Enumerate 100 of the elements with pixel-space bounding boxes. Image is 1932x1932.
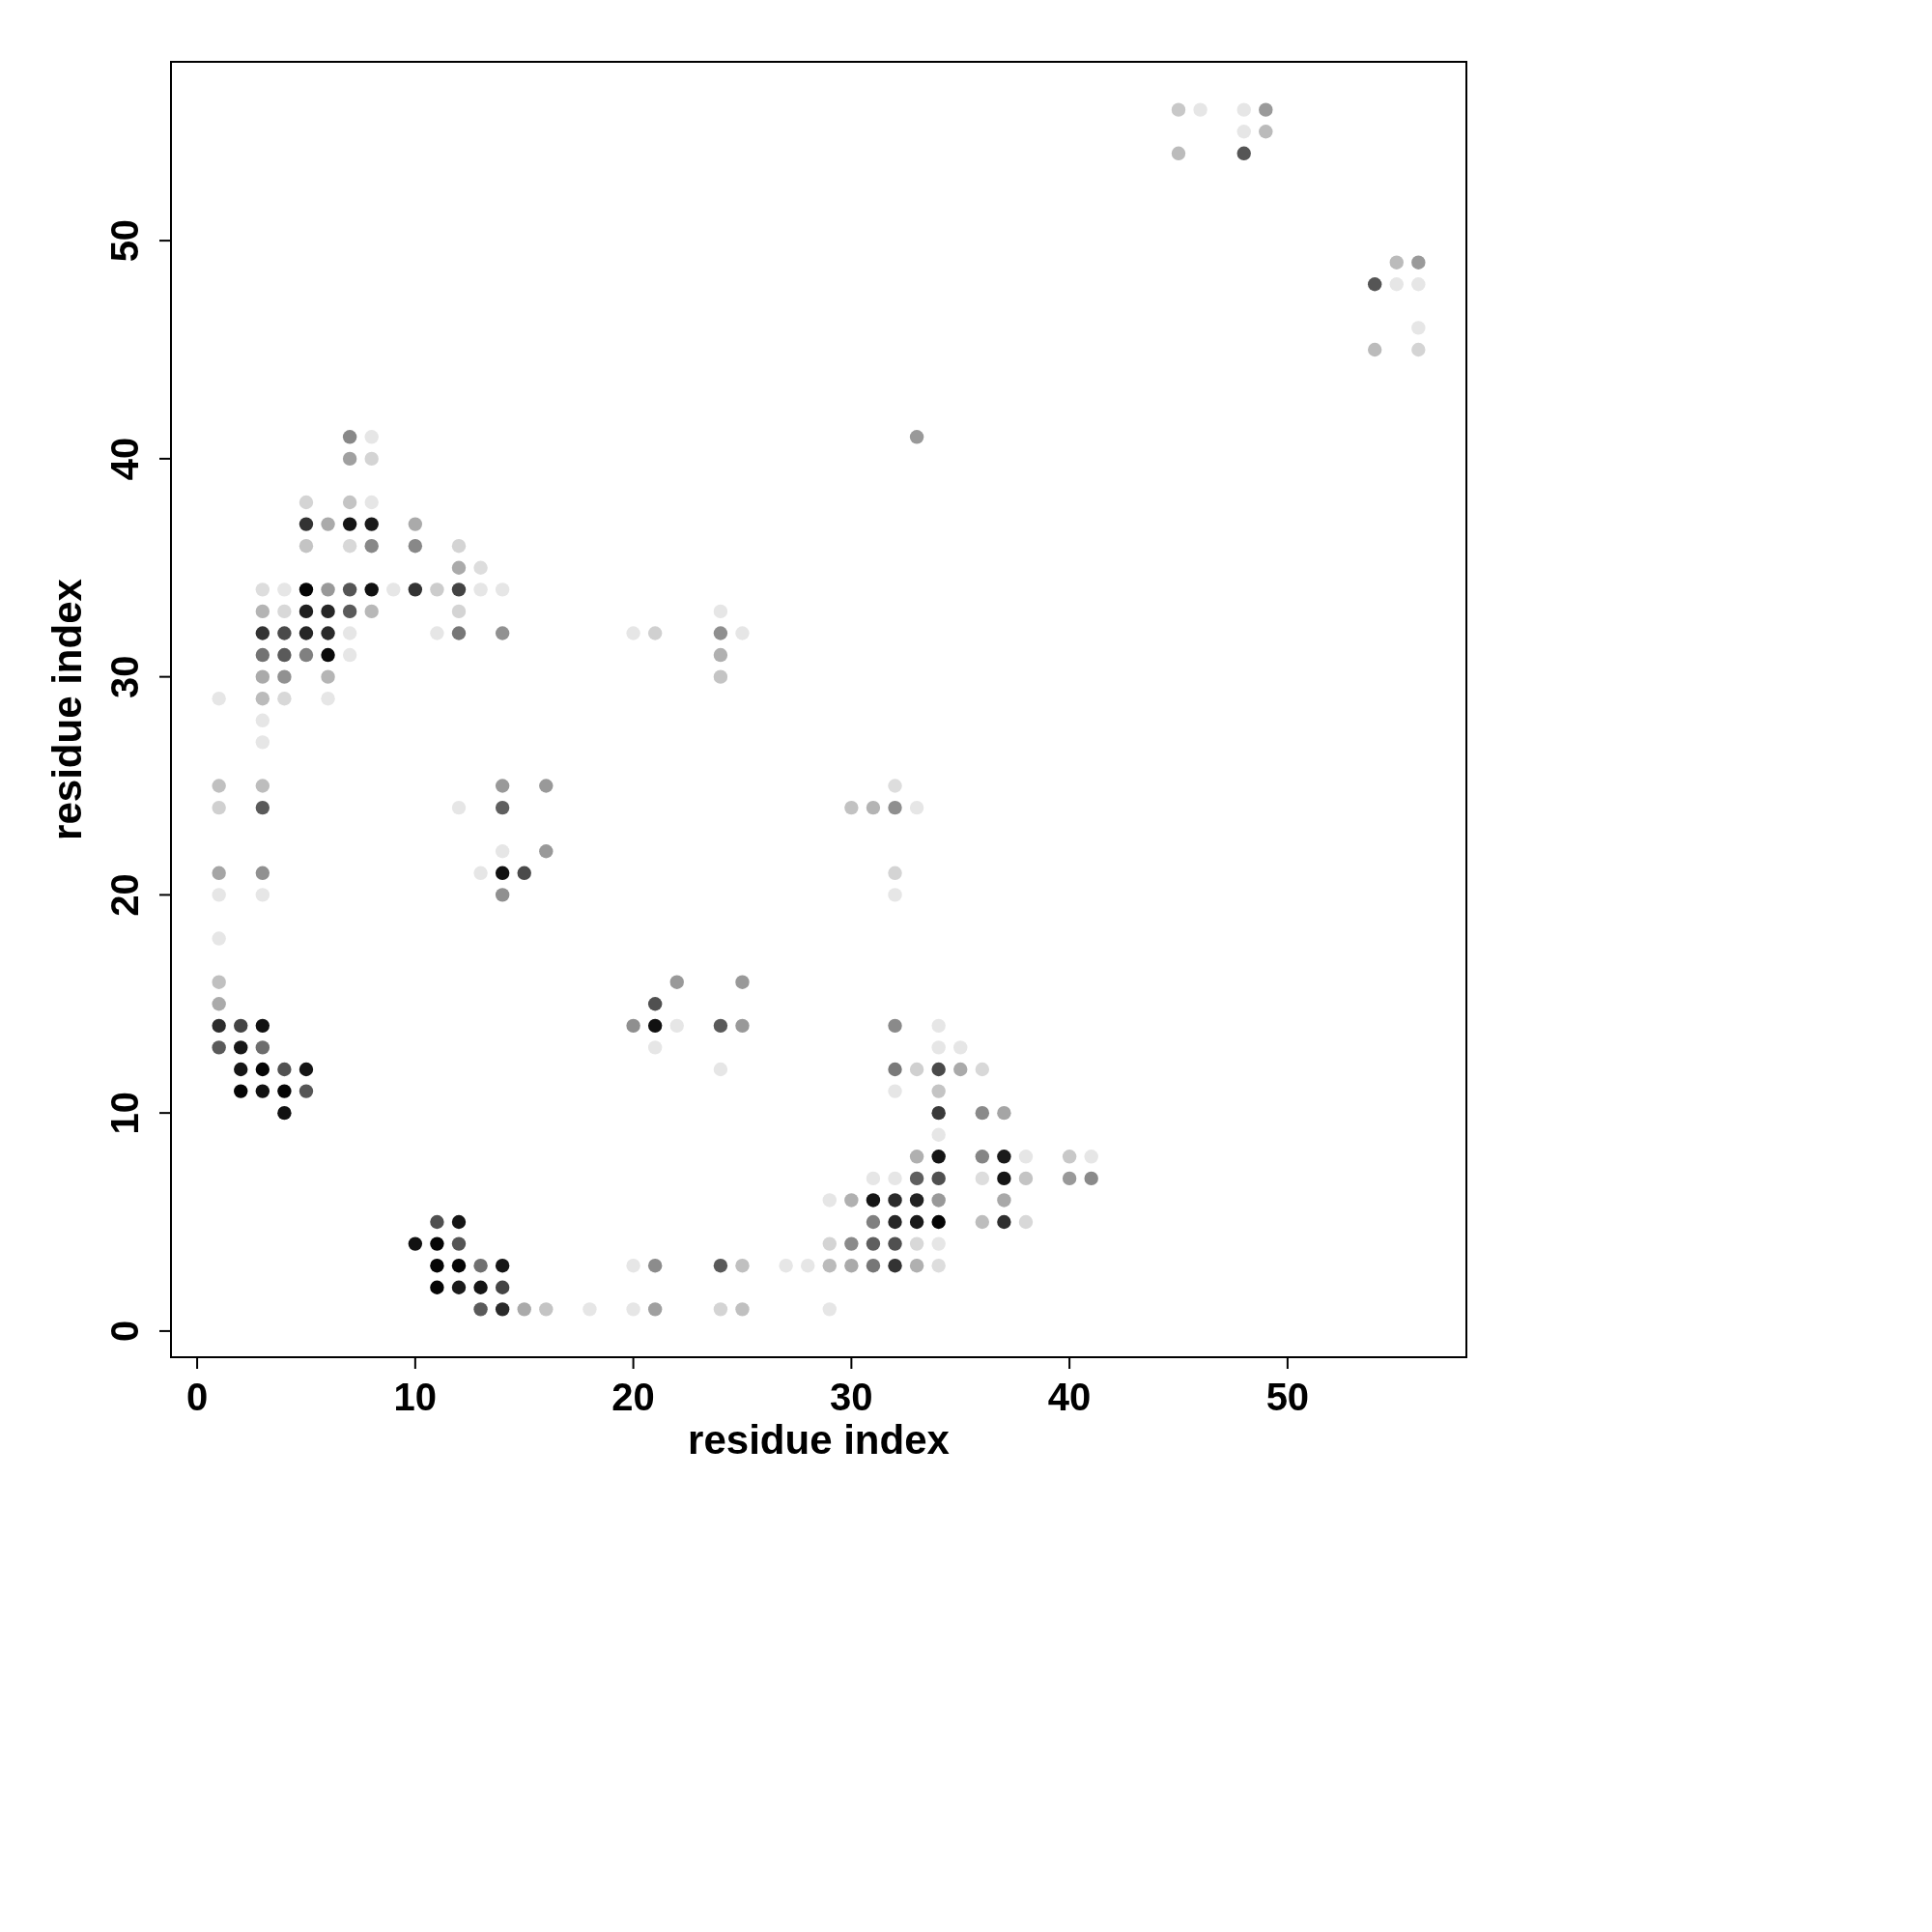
point [647, 626, 663, 640]
point [234, 1062, 248, 1077]
point [953, 1040, 968, 1055]
point [255, 604, 270, 619]
point [255, 713, 270, 727]
point [931, 1127, 946, 1142]
point [495, 582, 510, 597]
point [234, 1040, 248, 1055]
point [975, 1214, 990, 1230]
point [517, 866, 531, 881]
x-tick-label: 10 [393, 1376, 438, 1418]
point [342, 451, 357, 467]
point [626, 1018, 640, 1034]
point [997, 1193, 1011, 1208]
point [430, 582, 444, 597]
point [1171, 102, 1186, 117]
point [430, 626, 444, 640]
point [888, 888, 902, 902]
x-tick-label: 50 [1265, 1376, 1310, 1418]
point [888, 1062, 902, 1077]
y-tick-label: 40 [103, 437, 146, 481]
x-tick-label: 0 [185, 1376, 209, 1418]
point [255, 888, 270, 902]
point [1062, 1150, 1077, 1164]
point [277, 582, 292, 597]
point [212, 692, 226, 706]
y-tick-label: 0 [103, 1320, 146, 1343]
point [495, 779, 510, 793]
point [909, 1062, 924, 1077]
y-tick-label: 20 [103, 873, 146, 917]
point [255, 735, 270, 750]
point [277, 1062, 292, 1077]
point [451, 800, 467, 815]
point [364, 604, 379, 619]
point [321, 692, 335, 706]
point [713, 626, 728, 640]
point [735, 1258, 750, 1273]
point [1236, 102, 1251, 117]
point [997, 1214, 1011, 1230]
point [473, 1258, 488, 1273]
point [931, 1105, 946, 1121]
point [669, 975, 684, 989]
y-tick-label: 10 [103, 1091, 146, 1135]
point [212, 888, 226, 902]
point [1193, 102, 1208, 117]
point [1018, 1150, 1034, 1164]
x-tick-label: 30 [830, 1376, 873, 1418]
point [626, 1302, 640, 1317]
point [255, 1040, 270, 1055]
point [626, 1258, 640, 1273]
point [909, 800, 924, 815]
point [1084, 1150, 1098, 1164]
point [277, 1084, 292, 1098]
point [255, 647, 270, 663]
point [473, 560, 488, 575]
point [647, 1040, 663, 1055]
point [234, 1084, 248, 1098]
point [801, 1258, 815, 1273]
point [386, 582, 401, 597]
point [255, 626, 270, 640]
point [735, 975, 750, 989]
point [364, 538, 379, 554]
point [844, 800, 859, 815]
point [735, 1302, 750, 1317]
point [408, 517, 423, 531]
point [779, 1258, 793, 1273]
y-tick-label: 30 [103, 655, 146, 698]
y-axis-title: residue index [44, 578, 90, 840]
point [495, 1280, 510, 1294]
point [408, 538, 423, 554]
point [582, 1302, 597, 1317]
point [451, 626, 467, 640]
point [866, 1171, 881, 1186]
point [342, 626, 357, 640]
point [888, 1193, 902, 1208]
point [212, 1018, 226, 1034]
point [212, 931, 226, 946]
x-tick-label: 40 [1047, 1376, 1092, 1418]
y-tick-label: 50 [103, 218, 146, 263]
point [212, 800, 226, 815]
point [277, 669, 292, 684]
x-axis-title: residue index [688, 1417, 951, 1463]
point [321, 669, 335, 684]
point [888, 1171, 902, 1186]
point [255, 866, 270, 881]
point [866, 1258, 881, 1273]
point [298, 604, 314, 619]
point [909, 1193, 924, 1208]
point [931, 1040, 946, 1055]
point [647, 1258, 663, 1273]
point [735, 626, 750, 640]
point [539, 779, 554, 793]
point [1411, 321, 1426, 335]
point [212, 975, 226, 989]
point [866, 1236, 881, 1251]
point [975, 1150, 990, 1164]
point [626, 626, 640, 640]
point [321, 517, 335, 531]
point [1389, 277, 1404, 292]
point [408, 582, 423, 597]
